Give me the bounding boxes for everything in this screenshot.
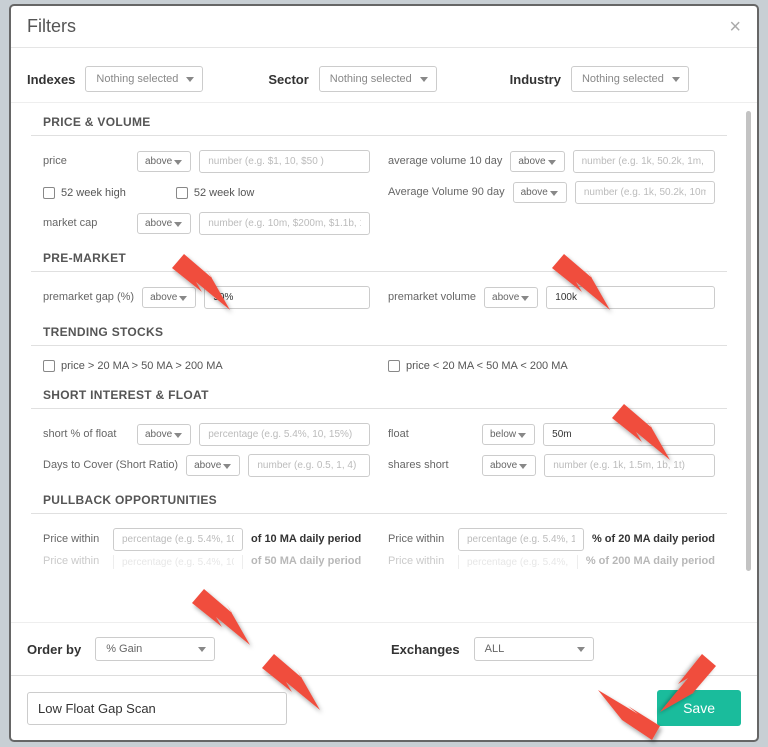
modal-title: Filters bbox=[27, 16, 76, 37]
pw50-suffix: of 50 MA daily period bbox=[251, 555, 361, 568]
orderby-select[interactable]: % Gain bbox=[95, 637, 215, 661]
marketcap-op-select[interactable]: above bbox=[137, 213, 191, 234]
premarket-gap-label: premarket gap (%) bbox=[43, 291, 134, 304]
sector-label: Sector bbox=[268, 72, 308, 87]
pw10-label: Price within bbox=[43, 533, 105, 546]
section-trending: TRENDING STOCKS bbox=[31, 313, 727, 346]
week-high-checkbox[interactable]: 52 week high bbox=[43, 187, 126, 199]
pw20-suffix: % of 20 MA daily period bbox=[592, 533, 715, 546]
pw50-label: Price within bbox=[43, 555, 105, 568]
sharesshort-label: shares short bbox=[388, 459, 474, 472]
modal-header: Filters × bbox=[11, 6, 757, 48]
marketcap-input[interactable] bbox=[199, 212, 370, 235]
daystocover-label: Days to Cover (Short Ratio) bbox=[43, 459, 178, 472]
indexes-label: Indexes bbox=[27, 72, 75, 87]
section-pullback: PULLBACK OPPORTUNITIES bbox=[31, 481, 727, 514]
premarket-volume-input[interactable] bbox=[546, 286, 715, 309]
section-short-float: SHORT INTEREST & FLOAT bbox=[31, 376, 727, 409]
avgvol90-label: Average Volume 90 day bbox=[388, 186, 505, 199]
shortpct-op-select[interactable]: above bbox=[137, 424, 191, 445]
close-icon[interactable]: × bbox=[729, 17, 741, 37]
float-op-select[interactable]: below bbox=[482, 424, 535, 445]
modal-footer: Save bbox=[11, 675, 757, 740]
exchanges-label: Exchanges bbox=[391, 642, 460, 657]
daystocover-op-select[interactable]: above bbox=[186, 455, 240, 476]
price-op-select[interactable]: above bbox=[137, 151, 191, 172]
daystocover-input[interactable] bbox=[248, 454, 370, 477]
avgvol10-input[interactable] bbox=[573, 150, 715, 173]
industry-label: Industry bbox=[510, 72, 561, 87]
orderby-label: Order by bbox=[27, 642, 81, 657]
pw10-suffix: of 10 MA daily period bbox=[251, 533, 361, 546]
section-premarket: PRE-MARKET bbox=[31, 239, 727, 272]
checkbox-icon bbox=[388, 360, 400, 372]
exchanges-select[interactable]: ALL bbox=[474, 637, 594, 661]
sharesshort-op-select[interactable]: above bbox=[482, 455, 536, 476]
sharesshort-input[interactable] bbox=[544, 454, 715, 477]
checkbox-icon bbox=[43, 187, 55, 199]
pw200-label: Price within bbox=[388, 555, 450, 568]
price-input[interactable] bbox=[199, 150, 370, 173]
order-exchanges-row: Order by % Gain Exchanges ALL bbox=[11, 622, 757, 675]
sector-select[interactable]: Nothing selected bbox=[319, 66, 437, 92]
shortpct-label: short % of float bbox=[43, 428, 129, 441]
pw20-input[interactable] bbox=[458, 528, 584, 551]
scan-name-input[interactable] bbox=[27, 692, 287, 725]
float-input[interactable] bbox=[543, 423, 715, 446]
float-label: float bbox=[388, 428, 474, 441]
top-selectors: Indexes Nothing selected Sector Nothing … bbox=[11, 48, 757, 103]
avgvol90-input[interactable] bbox=[575, 181, 715, 204]
week-low-checkbox[interactable]: 52 week low bbox=[176, 187, 255, 199]
checkbox-icon bbox=[43, 360, 55, 372]
industry-select[interactable]: Nothing selected bbox=[571, 66, 689, 92]
avgvol10-label: average volume 10 day bbox=[388, 155, 502, 168]
shortpct-input[interactable] bbox=[199, 423, 370, 446]
filters-scroll-body[interactable]: PRICE & VOLUME price above average volum… bbox=[11, 103, 757, 622]
indexes-select[interactable]: Nothing selected bbox=[85, 66, 203, 92]
trend-up-checkbox[interactable]: price > 20 MA > 50 MA > 200 MA bbox=[43, 360, 223, 372]
filters-modal: Filters × Indexes Nothing selected Secto… bbox=[9, 4, 759, 742]
pw10-input[interactable] bbox=[113, 528, 243, 551]
premarket-volume-label: premarket volume bbox=[388, 291, 476, 304]
section-price-volume: PRICE & VOLUME bbox=[31, 103, 727, 136]
premarket-gap-op-select[interactable]: above bbox=[142, 287, 196, 308]
pw200-input[interactable] bbox=[458, 555, 578, 569]
premarket-gap-input[interactable] bbox=[204, 286, 370, 309]
pw50-input[interactable] bbox=[113, 555, 243, 569]
premarket-volume-op-select[interactable]: above bbox=[484, 287, 538, 308]
pw200-suffix: % of 200 MA daily period bbox=[586, 555, 715, 568]
trend-down-checkbox[interactable]: price < 20 MA < 50 MA < 200 MA bbox=[388, 360, 568, 372]
pw20-label: Price within bbox=[388, 533, 450, 546]
checkbox-icon bbox=[176, 187, 188, 199]
avgvol90-op-select[interactable]: above bbox=[513, 182, 567, 203]
save-button[interactable]: Save bbox=[657, 690, 741, 726]
avgvol10-op-select[interactable]: above bbox=[510, 151, 564, 172]
marketcap-label: market cap bbox=[43, 217, 129, 230]
price-label: price bbox=[43, 155, 129, 168]
modal-inner: Filters × Indexes Nothing selected Secto… bbox=[11, 6, 757, 740]
